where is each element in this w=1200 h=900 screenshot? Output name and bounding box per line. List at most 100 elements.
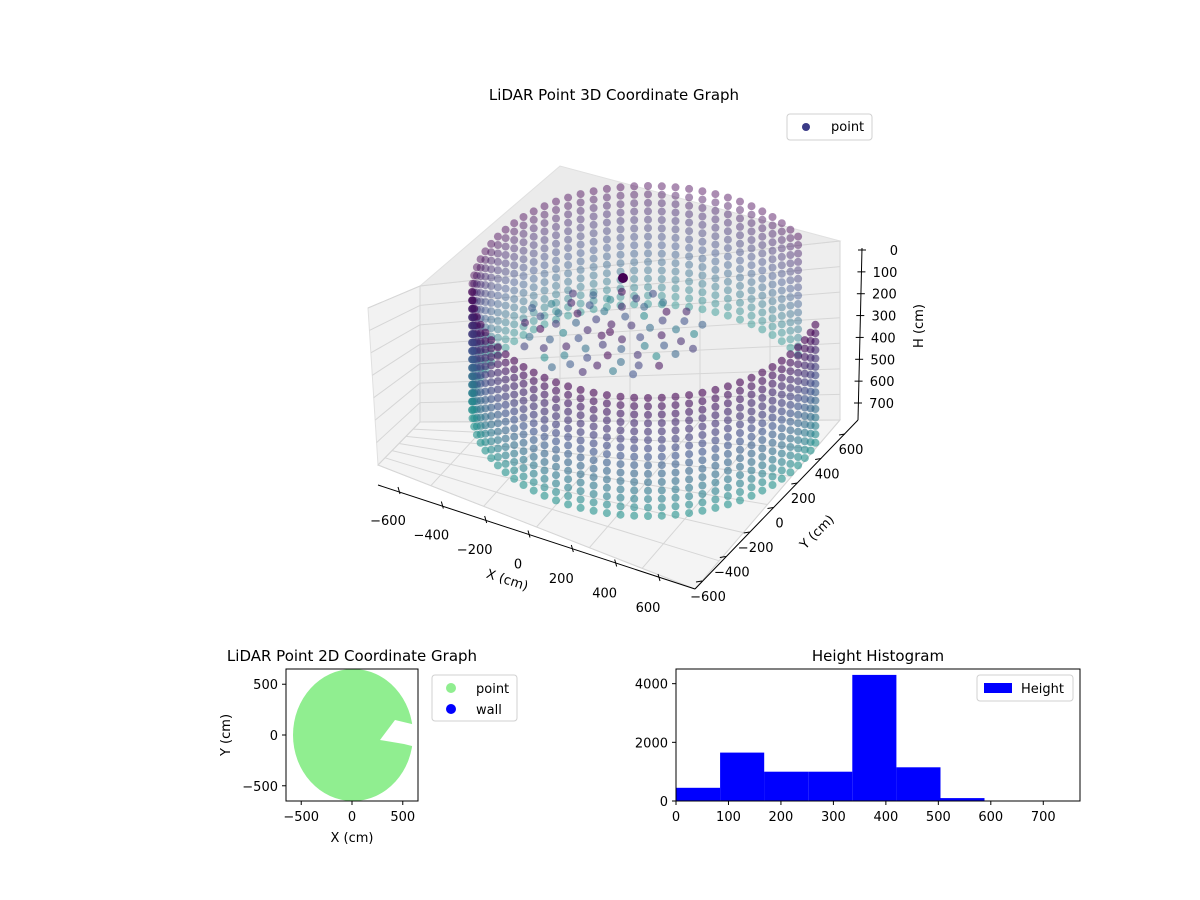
point-3d [540,202,549,211]
point-3d [758,258,767,266]
point-3d [493,241,502,249]
point-3d [487,324,496,333]
point-3d [657,241,666,250]
point-3d [602,500,611,509]
point-3d [786,358,795,367]
point-3d [510,390,519,399]
point-3d [711,428,720,437]
point-3d [545,335,554,344]
histogram-bar [808,771,853,801]
point-3d [552,222,560,231]
point-3d [602,450,611,459]
point-3d [552,429,560,437]
point-3d [519,246,528,255]
point-3d [723,286,732,295]
point-3d [468,279,477,288]
legend-3d-label: point [831,120,864,135]
point-3d [493,410,502,419]
legend-2d: point wall [431,674,518,722]
point-3d [777,303,786,312]
point-3d [583,353,592,362]
point-3d [671,477,680,485]
point-3d [552,248,560,257]
point-3d [768,246,777,255]
point-3d [501,242,510,251]
point-3d [540,261,549,270]
point-3d [685,483,694,492]
point-3d [786,451,795,460]
point-3d [576,444,585,453]
point-3d [786,400,795,409]
point-3d [658,316,667,325]
point-3d [736,395,744,404]
point-3d [685,492,694,501]
x-tick-label-2d: 0 [348,810,356,825]
point-3d [671,200,680,209]
point-3d [501,409,510,418]
point-3d [800,361,809,370]
point-3d [552,403,560,412]
point-3d [547,299,556,308]
point-3d [552,290,560,299]
point-3d [723,500,732,509]
point-3d [657,224,666,233]
point-3d [736,479,744,488]
point-3d [529,232,538,241]
x-tick-label-2d: −500 [283,810,319,825]
point-3d [539,344,548,353]
x-tick-label-histogram: 100 [716,810,741,825]
point-3d [671,401,680,410]
point-3d [589,506,598,515]
point-3d [519,396,528,405]
point-3d [529,461,538,470]
point-3d [698,296,707,305]
point-3d [671,225,680,234]
point-3d [510,432,519,441]
point-3d [487,248,496,257]
histogram-title: Height Histogram [812,647,944,665]
point-3d [540,269,549,278]
point-3d [736,273,744,282]
point-3d [602,201,611,210]
point-3d [671,350,680,358]
point-3d [747,311,756,320]
point-3d [640,302,649,311]
point-3d [493,402,502,411]
point-3d [777,328,786,337]
point-3d [481,298,490,306]
point-3d [747,432,756,441]
point-3d [559,328,568,337]
point-3d [698,220,707,229]
point-3d [602,269,611,278]
point-3d [552,206,560,214]
point-3d [723,210,732,219]
point-3d [576,402,585,411]
grid-line [369,304,421,331]
point-3d [510,337,519,346]
point-3d [657,511,666,520]
point-3d [536,312,545,321]
point-3d [519,422,528,430]
point-3d [685,416,694,425]
point-3d [552,273,560,282]
point-3d [576,385,585,394]
point-3d [576,453,585,462]
chart-2d-title: LiDAR Point 2D Coordinate Graph [227,647,477,665]
point-3d [794,402,803,411]
point-3d [616,233,625,242]
point-3d [540,210,549,219]
point-3d [510,373,519,382]
point-3d [777,424,786,433]
z-tick-label-3d: 0 [890,244,898,259]
point-3d [468,363,476,372]
point-3d [510,356,519,365]
point-3d [630,452,639,461]
point-3d [800,454,809,463]
x-tick-3d [614,559,618,567]
point-3d [529,402,538,411]
point-3d [768,371,777,380]
point-3d [747,236,756,244]
point-3d [758,224,767,233]
point-3d [616,418,625,426]
